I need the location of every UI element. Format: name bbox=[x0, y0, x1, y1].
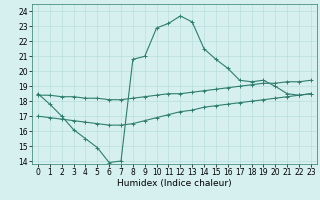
X-axis label: Humidex (Indice chaleur): Humidex (Indice chaleur) bbox=[117, 179, 232, 188]
